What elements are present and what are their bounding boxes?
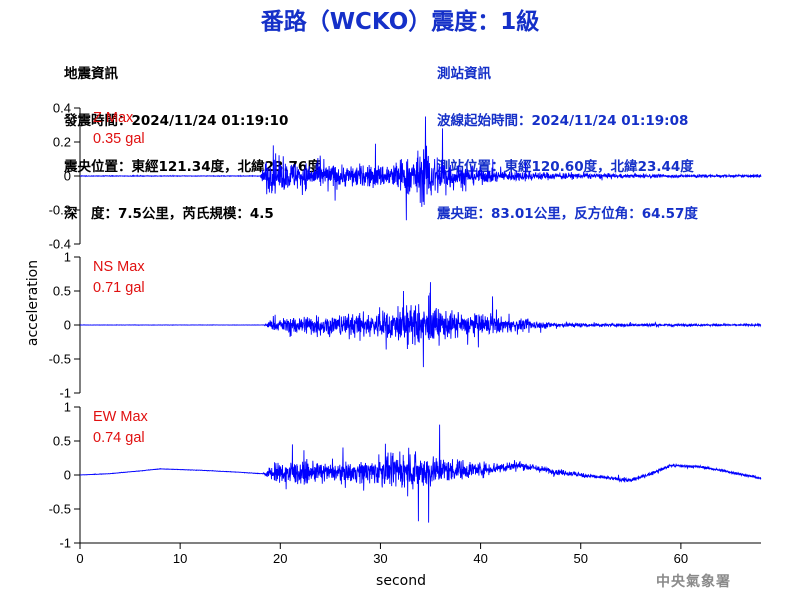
epicenter-location: 震央位置：東經121.34度，北緯23.76度 [64, 159, 321, 175]
agency-credit: 中央氣象署 [656, 574, 731, 590]
x-tick-label: 20 [273, 551, 287, 566]
y-tick-label: -0.2 [49, 203, 71, 218]
y-tick-label: 0.2 [53, 135, 71, 150]
origin-time: 發震時間：2024/11/24 01:19:10 [64, 112, 289, 129]
y-axis-label: acceleration [25, 260, 41, 346]
y-tick-label: 0.4 [53, 101, 71, 116]
earthquake-info-heading: 地震資訊 [64, 66, 118, 82]
waveform-ew [79, 424, 762, 523]
chart-title: 番路（WCKO）震度：1級 [260, 9, 540, 35]
x-tick-label: 0 [76, 551, 83, 566]
wave-start-time: 波線起始時間：2024/11/24 01:19:08 [437, 112, 689, 129]
max-label-ew: EW Max [93, 409, 149, 425]
max-value-ns: 0.71 gal [93, 280, 145, 296]
station-info-heading: 測站資訊 [437, 66, 491, 82]
y-tick-label: -1 [59, 386, 71, 401]
y-tick-label: 1 [64, 250, 71, 265]
x-tick-label: 40 [473, 551, 487, 566]
y-tick-label: 0.5 [53, 434, 71, 449]
y-tick-label: 1 [64, 400, 71, 415]
epicentral-distance: 震央距：83.01公里，反方位角：64.57度 [437, 205, 698, 222]
y-tick-label: -0.5 [49, 502, 71, 517]
max-label-ns: NS Max [93, 259, 145, 275]
waveform-z [79, 116, 762, 221]
y-tick-label: 0 [64, 318, 71, 333]
max-label-z: Z Max [93, 110, 134, 126]
depth-magnitude: 深 度：7.5公里，芮氏規模：4.5 [64, 205, 274, 222]
y-tick-label: -0.5 [49, 352, 71, 367]
earthquake-info: 地震資訊 發震時間：2024/11/24 01:19:10 震央位置：東經121… [64, 36, 321, 238]
y-tick-label: 0.5 [53, 284, 71, 299]
station-info: 測站資訊 波線起始時間：2024/11/24 01:19:08 測站位置：東經1… [437, 36, 698, 238]
x-tick-label: 30 [373, 551, 387, 566]
y-tick-label: -1 [59, 536, 71, 551]
max-value-z: 0.35 gal [93, 131, 145, 147]
waveform-ns [80, 282, 762, 368]
y-tick-label: 0 [64, 468, 71, 483]
x-tick-label: 50 [574, 551, 588, 566]
max-value-ew: 0.74 gal [93, 430, 145, 446]
x-tick-label: 60 [674, 551, 688, 566]
y-tick-label: 0 [64, 169, 71, 184]
y-tick-label: -0.4 [49, 237, 71, 252]
x-axis-label: second [376, 573, 426, 589]
x-tick-label: 10 [173, 551, 187, 566]
